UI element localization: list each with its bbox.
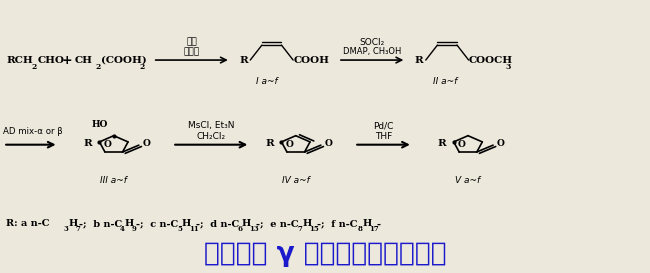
Text: 手性香料 γ －内酱的不对称合成: 手性香料 γ －内酱的不对称合成 <box>203 241 447 267</box>
Text: 2: 2 <box>140 63 145 71</box>
Text: MsCl, Et₃N: MsCl, Et₃N <box>188 121 235 130</box>
Text: (COOH): (COOH) <box>101 56 146 64</box>
Text: 13: 13 <box>249 225 259 233</box>
Text: 6: 6 <box>237 225 242 233</box>
Text: 15: 15 <box>309 225 319 233</box>
Text: 9: 9 <box>132 225 137 233</box>
Text: R: R <box>239 56 248 64</box>
Text: R: a n-C: R: a n-C <box>6 219 50 228</box>
Text: 17: 17 <box>369 225 379 233</box>
Text: O: O <box>103 140 111 149</box>
Text: R: R <box>415 56 423 64</box>
Text: 3: 3 <box>64 225 68 233</box>
Text: THF: THF <box>375 132 392 141</box>
Text: H: H <box>242 219 251 228</box>
Text: H: H <box>362 219 371 228</box>
Text: 5: 5 <box>177 225 182 233</box>
Text: O: O <box>458 140 465 149</box>
Text: R: R <box>265 139 274 148</box>
Text: R: R <box>83 139 92 148</box>
Text: O: O <box>285 140 293 149</box>
Text: RCH: RCH <box>6 56 33 64</box>
Text: SOCl₂: SOCl₂ <box>359 38 384 47</box>
Text: O: O <box>497 139 505 148</box>
Text: 3: 3 <box>506 63 511 71</box>
Text: COOH: COOH <box>293 56 329 64</box>
Text: O: O <box>325 139 333 148</box>
Text: 8: 8 <box>358 225 363 233</box>
Text: -;  b n-C: -; b n-C <box>79 219 123 228</box>
Text: -;  d n-C: -; d n-C <box>196 219 240 228</box>
Text: H: H <box>182 219 191 228</box>
Text: 7: 7 <box>298 225 302 233</box>
Text: H: H <box>302 219 311 228</box>
Text: 二甲苯: 二甲苯 <box>184 48 200 56</box>
Text: -: - <box>376 219 380 228</box>
Text: Pd/C: Pd/C <box>373 121 394 130</box>
Text: -;  e n-C: -; e n-C <box>256 219 299 228</box>
Text: -;  c n-C: -; c n-C <box>136 219 178 228</box>
Text: CH₂Cl₂: CH₂Cl₂ <box>197 132 226 141</box>
Text: 11: 11 <box>189 225 199 233</box>
Text: IV a~f: IV a~f <box>282 176 309 185</box>
Text: 4: 4 <box>120 225 125 233</box>
Text: O: O <box>143 139 151 148</box>
Text: II a~f: II a~f <box>433 78 458 86</box>
Text: CH: CH <box>75 56 93 64</box>
Text: 哌啶: 哌啶 <box>187 38 197 47</box>
Text: AD mix-α or β: AD mix-α or β <box>3 127 63 135</box>
Text: -;  f n-C: -; f n-C <box>317 219 357 228</box>
Text: 7: 7 <box>75 225 81 233</box>
Text: I a~f: I a~f <box>255 78 278 86</box>
Text: H: H <box>125 219 134 228</box>
Text: 2: 2 <box>96 63 101 71</box>
Text: CHO: CHO <box>38 56 65 64</box>
Text: H: H <box>68 219 77 228</box>
Text: 2: 2 <box>31 63 36 71</box>
Text: HO: HO <box>91 120 108 129</box>
Text: V a~f: V a~f <box>456 176 480 185</box>
Text: III a~f: III a~f <box>100 176 127 185</box>
Text: COOCH: COOCH <box>469 56 513 64</box>
Text: +: + <box>62 54 72 67</box>
Text: R: R <box>437 139 447 148</box>
Text: DMAP, CH₃OH: DMAP, CH₃OH <box>343 48 401 56</box>
